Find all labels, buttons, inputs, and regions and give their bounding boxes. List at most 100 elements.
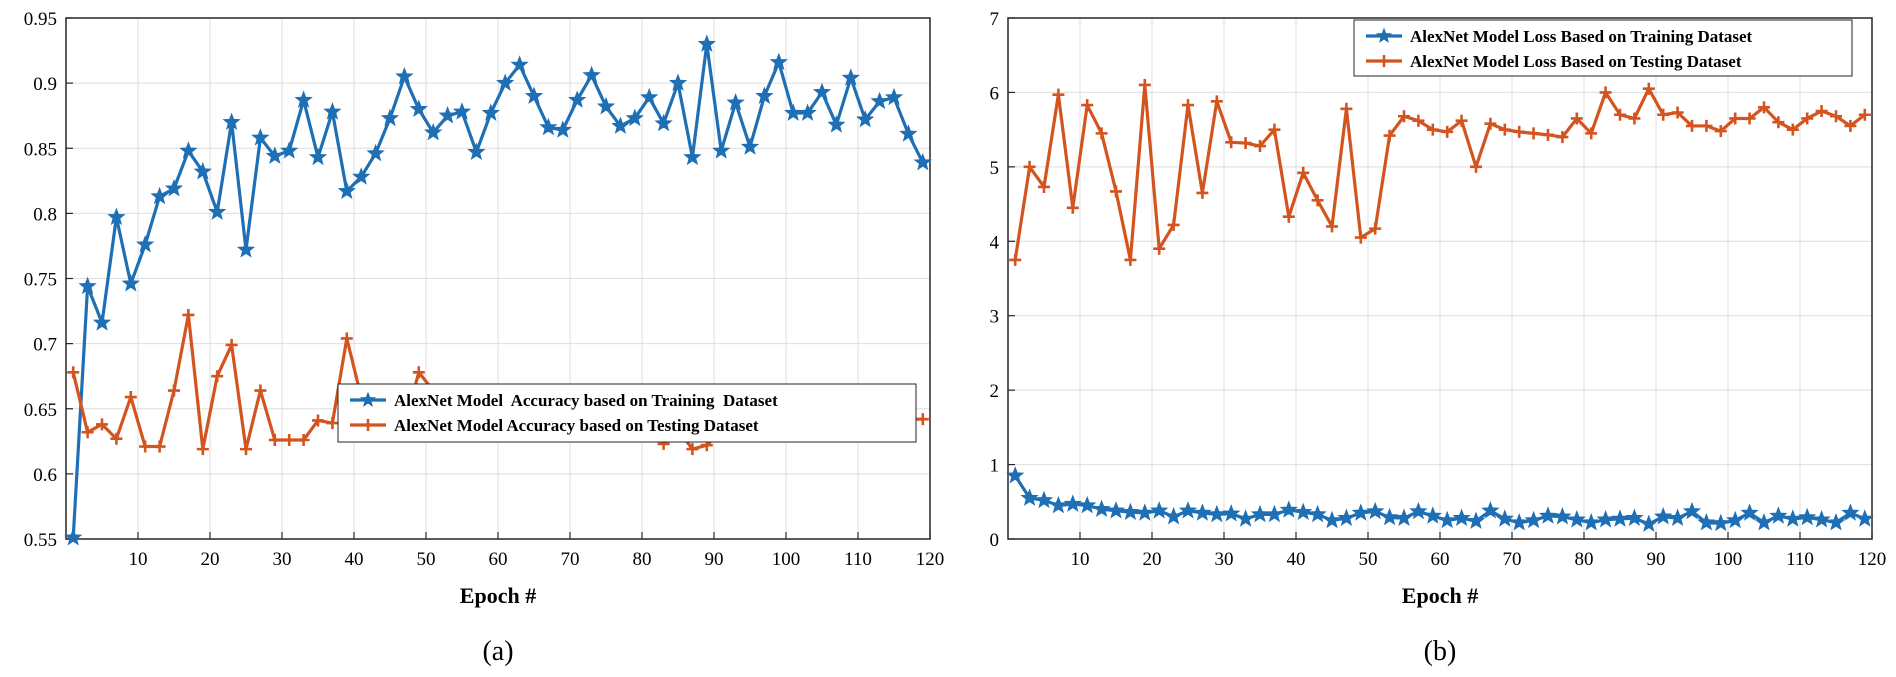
panel-b-testing-point bbox=[1239, 137, 1252, 150]
panel-b-testing-point bbox=[1556, 131, 1569, 144]
panel-b-training-point bbox=[1034, 490, 1054, 509]
panel-a: 10 20 30 40 50 60 70 80 90 100 110 120 0.55 0.6 0.65 0.… bbox=[24, 9, 945, 667]
panel-b-testing-point bbox=[1426, 123, 1439, 136]
panel-a-training-point bbox=[640, 87, 659, 106]
panel-b-testing-point bbox=[1326, 220, 1338, 233]
panel-b: 10 20 30 40 50 60 70 80 90 100 110 120 0 1 2 3 4 5 6 7 Alex… bbox=[990, 9, 1887, 667]
panel-b-testing-point bbox=[1225, 136, 1238, 149]
panel-b-testing-point bbox=[1513, 125, 1526, 138]
panel-a-ticks: 10 20 30 40 50 60 70 80 90 100 110 120 0.55 0.6 0.65 0.… bbox=[24, 9, 945, 570]
panel-a-training-line bbox=[71, 42, 925, 538]
panel-a-training-point bbox=[352, 167, 371, 185]
panel-b-testing-point bbox=[1441, 125, 1454, 138]
panel-a-training-point bbox=[294, 90, 313, 108]
panel-a-training-point bbox=[121, 274, 140, 292]
panel-b-x-tick-label: 40 bbox=[1287, 549, 1306, 570]
panel-a-x-tick-label: 60 bbox=[489, 549, 508, 570]
panel-a-training-point bbox=[812, 82, 832, 101]
panel-a-training-point bbox=[827, 115, 846, 133]
panel-b-testing-series bbox=[1009, 78, 1871, 266]
panel-a-training-point bbox=[841, 68, 860, 86]
panel-a-testing-point bbox=[225, 338, 238, 351]
panel-a-y-tick-label: 0.6 bbox=[33, 465, 57, 486]
panel-b-testing-point bbox=[1167, 218, 1180, 231]
panel-a-training-point bbox=[92, 313, 112, 331]
panel-a-testing-point bbox=[96, 418, 108, 431]
panel-b-testing-point bbox=[1455, 114, 1468, 127]
panel-a-x-tick-label: 110 bbox=[844, 549, 872, 570]
panel-a-training-point bbox=[179, 141, 198, 159]
panel-b-training-point bbox=[1078, 495, 1097, 514]
panel-b-testing-point bbox=[1340, 102, 1353, 115]
panel-b-training-point bbox=[1682, 501, 1702, 520]
panel-b-testing-point bbox=[1297, 166, 1310, 179]
panel-b-training-point bbox=[1279, 500, 1298, 518]
panel-b-testing-point bbox=[1095, 127, 1108, 140]
panel-b-training-point bbox=[1106, 501, 1126, 519]
panel-b-testing-point bbox=[1786, 123, 1799, 136]
panel-b-training-point bbox=[1783, 509, 1802, 527]
panel-b-training-point bbox=[1236, 509, 1255, 527]
panel-a-training-point bbox=[107, 207, 126, 226]
panel-b-testing-point bbox=[1398, 110, 1410, 123]
panel-b-testing-point bbox=[1758, 101, 1770, 114]
panel-a-x-tick-label: 120 bbox=[916, 549, 945, 570]
panel-b-testing-point bbox=[1182, 99, 1194, 112]
panel-b-testing-point bbox=[1858, 108, 1871, 121]
panel-b-legend-training-marker bbox=[1375, 27, 1393, 43]
panel-a-training-point bbox=[64, 528, 83, 546]
panel-a-training-point bbox=[409, 99, 428, 117]
panel-b-training-point bbox=[1322, 510, 1342, 529]
panel-a-y-tick-label: 0.75 bbox=[24, 270, 57, 291]
panel-b-testing-point bbox=[1570, 112, 1583, 125]
panel-b-training-point bbox=[1553, 507, 1572, 525]
panel-b-training-point bbox=[1438, 510, 1457, 529]
panel-a-training-point bbox=[553, 120, 572, 138]
panel-b-testing-point bbox=[1614, 108, 1626, 121]
panel-b-training-point bbox=[1222, 504, 1241, 522]
panel-a-training-point bbox=[539, 117, 558, 136]
panel-b-testing-point bbox=[1657, 108, 1670, 121]
panel-b-testing-point bbox=[1153, 242, 1166, 255]
panel-a-x-tick-label: 50 bbox=[417, 549, 436, 570]
panel-b-testing-point bbox=[1498, 123, 1511, 136]
panel-b-testing-point bbox=[1772, 116, 1785, 129]
panel-a-training-point bbox=[668, 73, 688, 91]
panel-b-testing-point bbox=[1110, 185, 1122, 198]
panel-b-training-point bbox=[1020, 488, 1039, 506]
panel-a-training-point bbox=[697, 34, 716, 52]
panel-a-training-point bbox=[251, 128, 270, 146]
panel-a-training-point bbox=[136, 235, 155, 253]
panel-b-testing-point bbox=[1671, 106, 1684, 119]
panel-a-training-point bbox=[496, 73, 515, 91]
panel-a-training-point bbox=[366, 143, 385, 162]
panel-b-testing-point bbox=[1642, 82, 1655, 95]
panel-a-training-point bbox=[524, 86, 544, 104]
panel-a-training-point bbox=[596, 96, 616, 115]
panel-b-testing-point bbox=[1369, 222, 1382, 235]
panel-b-testing-point bbox=[1282, 210, 1295, 223]
panel-b-training-point bbox=[1294, 502, 1313, 520]
panel-b-training-point bbox=[1409, 501, 1428, 520]
panel-a-legend-training-marker bbox=[359, 391, 377, 407]
panel-b-testing-point bbox=[1254, 140, 1266, 153]
panel-b-training-point bbox=[1193, 503, 1212, 521]
panel-b-training-point bbox=[1625, 508, 1644, 526]
panel-a-training-point bbox=[913, 152, 932, 171]
panel-a-testing-point bbox=[67, 366, 80, 379]
panel-b-training-point bbox=[1596, 510, 1615, 528]
panel-b-training-point bbox=[1740, 503, 1759, 521]
panel-a-training-point bbox=[452, 102, 472, 120]
panel-a-training-point bbox=[308, 147, 328, 166]
panel-b-testing-point bbox=[1844, 119, 1857, 132]
panel-a-training-point bbox=[380, 108, 400, 127]
panel-a-testing-point bbox=[283, 434, 296, 447]
panel-b-x-axis-label: Epoch # bbox=[1402, 583, 1478, 608]
panel-a-training-point bbox=[611, 116, 630, 134]
panel-b-training-point bbox=[1092, 499, 1111, 518]
panel-b-testing-point bbox=[1830, 110, 1842, 123]
panel-b-training-point bbox=[1207, 504, 1226, 523]
panel-b-legend-testing-label: AlexNet Model Loss Based on Testing Data… bbox=[1410, 52, 1742, 71]
panel-b-legend-box bbox=[1353, 19, 1853, 77]
panel-a-x-axis-label: Epoch # bbox=[460, 583, 536, 608]
